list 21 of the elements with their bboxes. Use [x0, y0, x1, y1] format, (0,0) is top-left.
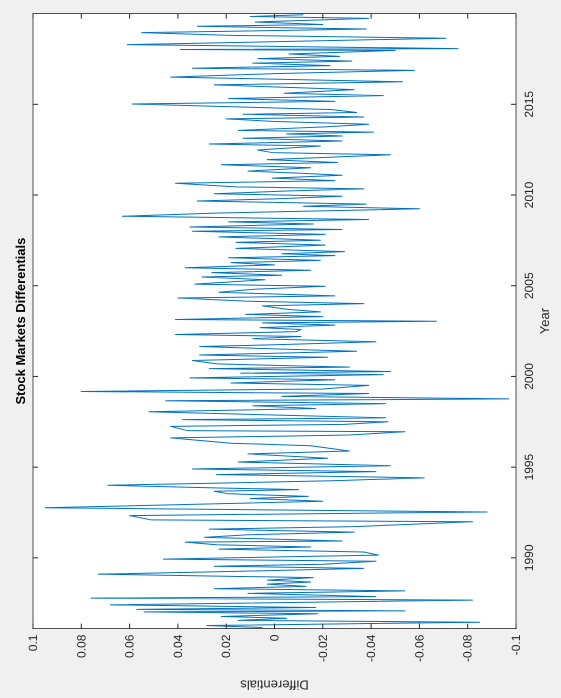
y-tick-label: 2000	[522, 362, 536, 390]
x-tick-label: 0.06	[122, 634, 137, 658]
x-tick-label: 0.02	[219, 634, 234, 658]
y-tick-label: 2010	[522, 181, 536, 208]
y-tick-label: 1990	[522, 544, 536, 572]
x-axis-title: Differentials	[240, 678, 309, 693]
text: Stock Markets Differentials	[13, 238, 28, 405]
x-tick-label: -0.08	[460, 634, 475, 662]
x-tick-label: 0	[268, 634, 282, 642]
x-tick-label: -0.04	[364, 634, 378, 662]
x-tick-label: -0.06	[412, 634, 426, 662]
x-tick-label: -0.02	[316, 634, 330, 662]
line-series	[44, 14, 510, 628]
y-tick-label: 2005	[522, 272, 536, 300]
y-tick-label: 2015	[522, 90, 536, 118]
x-tick-label: 0.04	[170, 634, 185, 658]
y-tick-label: 1995	[522, 453, 536, 480]
x-tick-label: 0.1	[26, 634, 40, 652]
x-tick-label: -0.1	[509, 634, 523, 656]
y-axis-title: Year	[537, 307, 552, 334]
x-tick-label: 0.08	[74, 634, 88, 658]
